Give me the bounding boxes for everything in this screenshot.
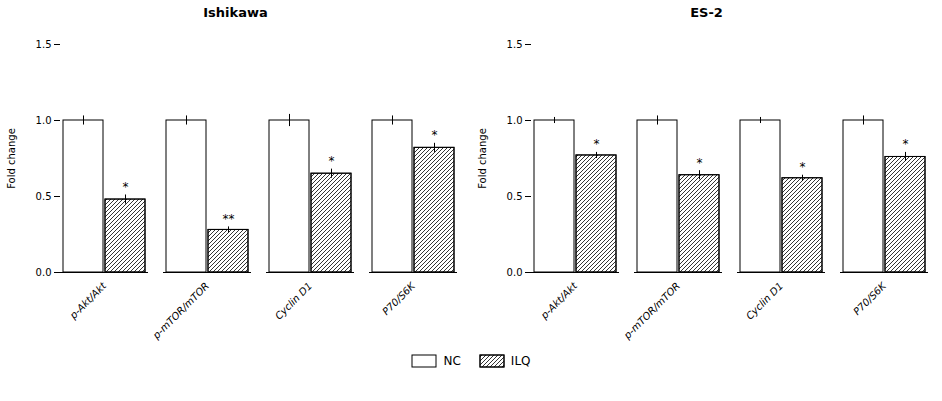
svg-text:*: * (800, 160, 806, 174)
svg-text:p-mTOR/mTOR: p-mTOR/mTOR (150, 280, 211, 341)
svg-text:*: * (903, 137, 909, 151)
svg-text:0.0: 0.0 (507, 267, 523, 278)
svg-text:0.5: 0.5 (507, 191, 523, 202)
html-text:Ishikawa: Ishikawa (203, 5, 268, 20)
svg-text:p-Akt/Akt: p-Akt/Akt (67, 279, 109, 321)
svg-text:1.0: 1.0 (36, 115, 52, 126)
svg-text:1.5: 1.5 (507, 39, 523, 50)
html-text:NC: NC (443, 354, 461, 368)
html-text:ILQ: ILQ (510, 354, 531, 368)
svg-text:p-mTOR/mTOR: p-mTOR/mTOR (621, 280, 682, 341)
svg-text:0.0: 0.0 (36, 267, 52, 278)
svg-text:*: * (123, 180, 129, 194)
svg-text:1.5: 1.5 (36, 39, 52, 50)
svg-text:*: * (329, 154, 335, 168)
svg-text:P70/S6K: P70/S6K (380, 279, 418, 317)
svg-text:Cyclin D1: Cyclin D1 (744, 280, 785, 321)
svg-text:*: * (432, 128, 438, 142)
svg-text:Cyclin D1: Cyclin D1 (273, 280, 314, 321)
svg-text:Fold change: Fold change (477, 128, 488, 189)
html-text:ES-2: ES-2 (690, 5, 723, 20)
svg-text:p-Akt/Akt: p-Akt/Akt (538, 279, 580, 321)
svg-text:*: * (697, 156, 703, 170)
svg-text:*: * (594, 137, 600, 151)
svg-text:**: ** (223, 212, 235, 226)
svg-text:Fold change: Fold change (6, 128, 17, 189)
svg-text:0.5: 0.5 (36, 191, 52, 202)
svg-text:1.0: 1.0 (507, 115, 523, 126)
svg-text:P70/S6K: P70/S6K (851, 279, 889, 317)
